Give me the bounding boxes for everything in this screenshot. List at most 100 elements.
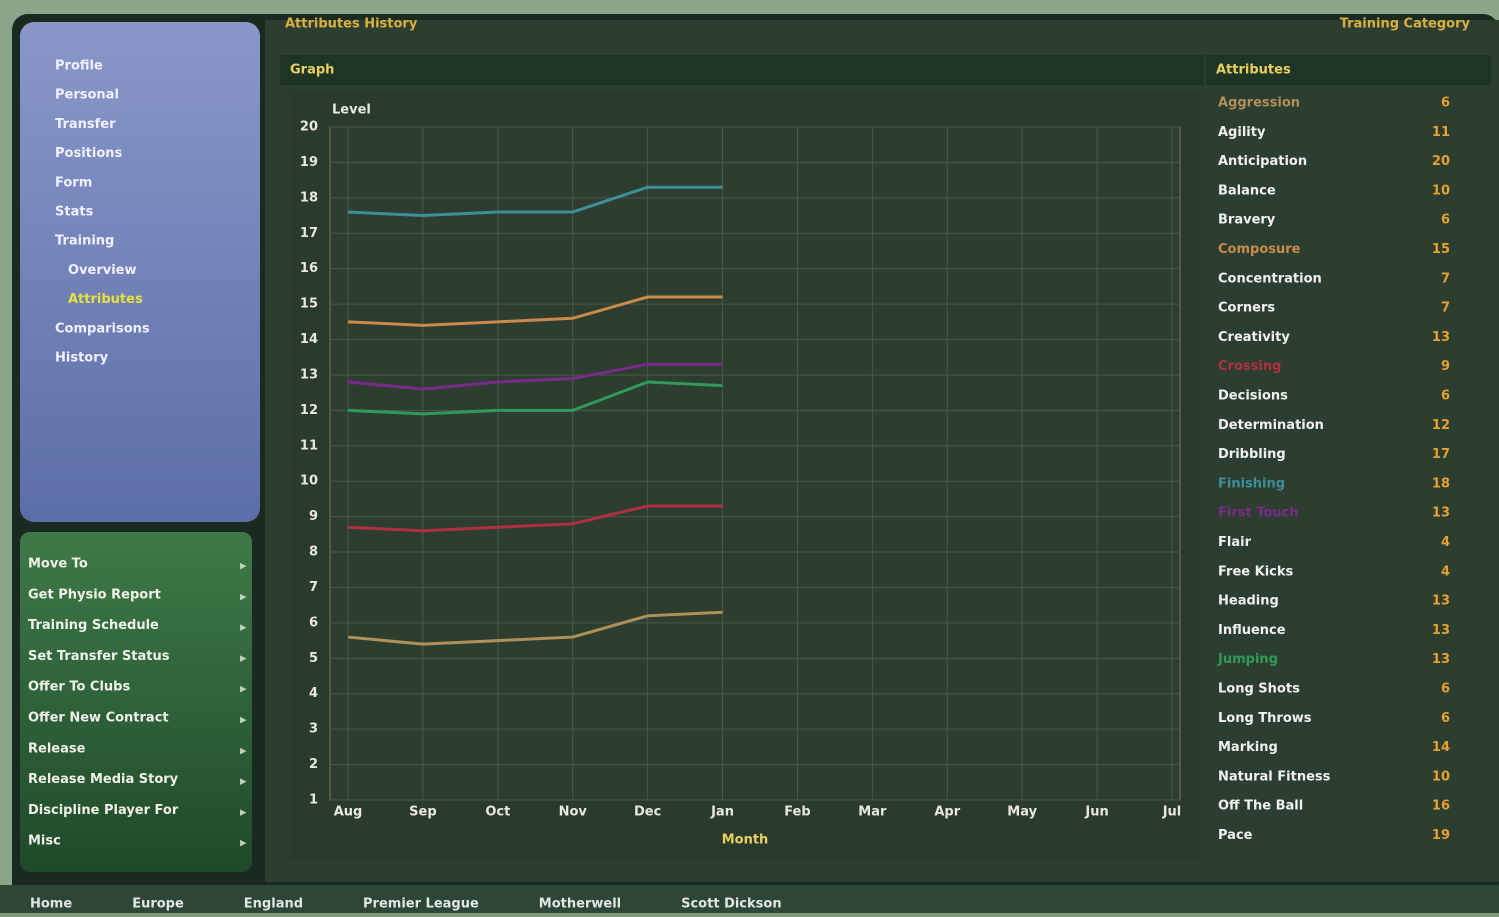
action-item[interactable]: Discipline Player For — [28, 803, 179, 818]
x-tick-label: Mar — [858, 805, 887, 820]
nav-item[interactable]: Positions — [55, 146, 123, 161]
attribute-name: Agility — [1218, 125, 1266, 140]
y-tick-label: 19 — [300, 155, 318, 170]
action-item[interactable]: Misc — [28, 834, 61, 849]
attribute-value: 10 — [1432, 769, 1450, 784]
attribute-name: Finishing — [1218, 476, 1285, 491]
attribute-name: Natural Fitness — [1218, 769, 1331, 784]
y-tick-label: 20 — [300, 120, 318, 135]
series-line — [347, 362, 723, 391]
action-arrow: ▸ — [240, 805, 247, 820]
nav-item[interactable]: Personal — [55, 88, 119, 103]
action-arrow: ▸ — [240, 743, 247, 758]
x-tick-label: Nov — [559, 805, 588, 820]
attribute-value: 6 — [1441, 213, 1450, 228]
attribute-name: Determination — [1218, 418, 1324, 433]
action-item[interactable]: Training Schedule — [28, 618, 159, 633]
attribute-value: 10 — [1432, 183, 1450, 198]
action-item[interactable]: Release Media Story — [28, 772, 179, 787]
breadcrumb[interactable]: Scott Dickson — [681, 897, 781, 912]
breadcrumb[interactable]: Home — [30, 897, 72, 912]
y-tick-label: 7 — [309, 580, 318, 595]
attribute-name: Flair — [1218, 535, 1252, 550]
nav-item[interactable]: Attributes — [68, 292, 143, 307]
nav-item[interactable]: Transfer — [55, 117, 116, 132]
nav-item[interactable]: Profile — [55, 59, 103, 74]
attribute-value: 7 — [1441, 301, 1450, 316]
series-line — [347, 295, 723, 327]
action-item[interactable]: Release — [28, 741, 86, 756]
action-arrow: ▸ — [240, 713, 247, 728]
x-tick-label: Sep — [409, 805, 437, 820]
attribute-value: 13 — [1432, 330, 1450, 345]
attribute-name: Dribbling — [1218, 447, 1286, 462]
action-item[interactable]: Get Physio Report — [28, 587, 161, 602]
nav-panel — [20, 22, 260, 522]
attribute-value: 13 — [1432, 623, 1450, 638]
attribute-value: 4 — [1441, 535, 1450, 550]
attribute-name: Long Throws — [1218, 711, 1312, 726]
x-tick-label: Feb — [784, 805, 810, 820]
x-tick-label: Jun — [1084, 805, 1108, 820]
attribute-name: Composure — [1218, 242, 1301, 257]
attribute-name: Creativity — [1218, 330, 1290, 345]
y-tick-label: 3 — [309, 722, 318, 737]
attribute-name: Anticipation — [1218, 154, 1307, 169]
y-tick-label: 9 — [309, 509, 318, 524]
nav-item[interactable]: Training — [55, 234, 114, 249]
attribute-value: 9 — [1441, 359, 1450, 374]
series-line — [347, 504, 723, 533]
attribute-value: 13 — [1432, 594, 1450, 609]
action-item[interactable]: Offer To Clubs — [28, 680, 130, 695]
y-tick-label: 18 — [300, 190, 318, 205]
y-tick-label: 6 — [309, 615, 318, 630]
action-item[interactable]: Set Transfer Status — [28, 649, 170, 664]
series-line — [347, 380, 723, 416]
x-axis-label: Month — [722, 833, 769, 848]
attribute-name: Influence — [1218, 623, 1286, 638]
y-tick-label: 17 — [300, 226, 318, 241]
nav-item[interactable]: Form — [55, 175, 92, 190]
attribute-value: 15 — [1432, 242, 1450, 257]
nav-item[interactable]: History — [55, 351, 109, 366]
page-title-right: Training Category — [1340, 17, 1471, 32]
x-tick-label: Oct — [485, 805, 510, 820]
breadcrumb[interactable]: Premier League — [363, 897, 479, 912]
attribute-name: Aggression — [1218, 96, 1300, 111]
x-tick-label: Dec — [634, 805, 661, 820]
attribute-value: 16 — [1432, 799, 1450, 814]
attribute-value: 14 — [1432, 740, 1450, 755]
attribute-name: Concentration — [1218, 271, 1322, 286]
x-tick-label: Aug — [334, 805, 363, 820]
attribute-value: 4 — [1441, 564, 1450, 579]
action-item[interactable]: Offer New Contract — [28, 711, 169, 726]
attribute-name: Crossing — [1218, 359, 1281, 374]
y-tick-label: 16 — [300, 261, 318, 276]
attribute-value: 7 — [1441, 271, 1450, 286]
action-arrow: ▸ — [240, 559, 247, 574]
breadcrumb[interactable]: Europe — [132, 897, 184, 912]
attribute-value: 6 — [1441, 682, 1450, 697]
attribute-name: Off The Ball — [1218, 799, 1303, 814]
action-arrow: ▸ — [240, 589, 247, 604]
breadcrumb[interactable]: England — [244, 897, 303, 912]
nav-item[interactable]: Comparisons — [55, 321, 150, 336]
y-tick-label: 1 — [309, 793, 318, 808]
attribute-value: 13 — [1432, 652, 1450, 667]
nav-item[interactable]: Stats — [55, 205, 94, 220]
breadcrumb[interactable]: Motherwell — [539, 897, 621, 912]
attribute-name: Corners — [1218, 301, 1275, 316]
y-axis-label: Level — [332, 103, 371, 118]
attribute-name: Jumping — [1217, 652, 1278, 667]
action-arrow: ▸ — [240, 774, 247, 789]
action-arrow: ▸ — [240, 836, 247, 851]
page-title: Attributes History — [285, 17, 418, 32]
attribute-value: 13 — [1432, 506, 1450, 521]
action-item[interactable]: Move To — [28, 557, 88, 572]
attribute-value: 6 — [1441, 711, 1450, 726]
nav-item[interactable]: Overview — [68, 263, 137, 278]
y-tick-label: 11 — [300, 438, 318, 453]
y-tick-label: 13 — [300, 367, 318, 382]
y-tick-label: 14 — [300, 332, 318, 347]
